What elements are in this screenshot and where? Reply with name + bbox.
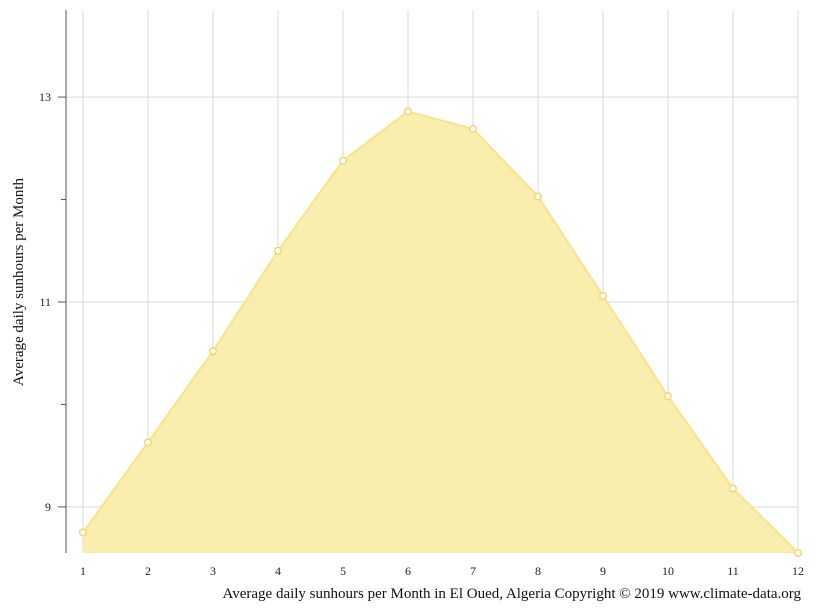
data-point-8 (534, 192, 543, 201)
area-series (82, 110, 799, 554)
x-tick-label-8: 8 (535, 564, 541, 578)
y-axis-title: Average daily sunhours per Month (11, 178, 27, 387)
data-markers (78, 107, 803, 558)
data-point-5 (339, 156, 348, 165)
chart-caption: Average daily sunhours per Month in El O… (223, 586, 802, 602)
data-point-6 (404, 107, 413, 116)
data-point-1 (78, 528, 87, 537)
x-tick-label-6: 6 (405, 564, 411, 578)
data-point-7 (469, 124, 478, 133)
x-tick-label-2: 2 (145, 564, 151, 578)
x-tick-label-4: 4 (275, 564, 281, 578)
x-tick-label-3: 3 (210, 564, 216, 578)
x-tick-label-1: 1 (80, 564, 86, 578)
x-tick-label-10: 10 (662, 564, 674, 578)
y-tick-label-13: 13 (39, 90, 51, 104)
data-point-10 (664, 392, 673, 401)
x-tick-label-7: 7 (470, 564, 476, 578)
axes (58, 10, 67, 553)
data-point-12 (794, 549, 803, 558)
data-point-11 (729, 484, 738, 493)
series-line (82, 110, 799, 554)
y-tick-label-11: 11 (39, 295, 51, 309)
data-point-2 (143, 438, 152, 447)
x-tick-label-11: 11 (727, 564, 739, 578)
area-fill (83, 111, 798, 554)
x-tick-label-12: 12 (792, 564, 804, 578)
x-tick-label-5: 5 (340, 564, 346, 578)
x-tick-label-9: 9 (600, 564, 606, 578)
y-tick-label-9: 9 (45, 500, 51, 514)
data-point-3 (208, 347, 217, 356)
data-point-9 (599, 291, 608, 300)
data-point-4 (274, 246, 283, 255)
